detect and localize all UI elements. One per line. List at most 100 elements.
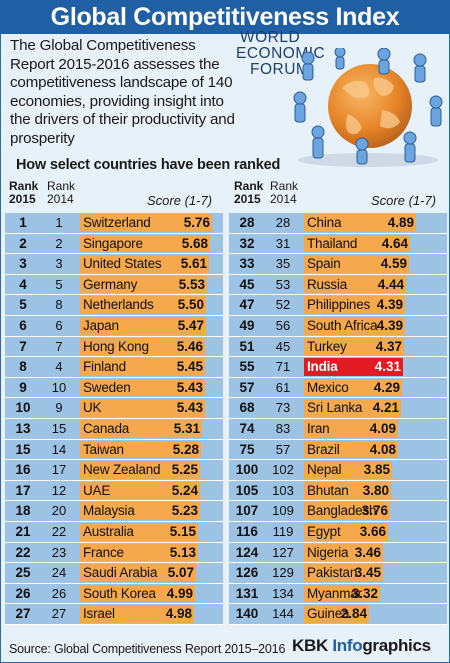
rank-2014-cell: 83 (275, 420, 291, 436)
rank-2014-cell: 7 (55, 338, 63, 354)
rank-2014-cell: 71 (275, 359, 291, 375)
rank-2015-cell: 22 (15, 544, 31, 560)
rank-2014-cell: 127 (272, 544, 294, 560)
table-row: 105 103 Bhutan 3.80 (229, 480, 447, 502)
rank-2014-cell: 1 (55, 215, 63, 230)
country-label: Australia (83, 523, 134, 539)
score-label: 4.89 (387, 215, 414, 230)
score-label: 4.39 (376, 317, 403, 333)
rank-2015-cell: 74 (239, 420, 255, 436)
score-label: 5.23 (171, 503, 198, 519)
header-rank-2014: Rank 2014 (47, 180, 75, 206)
table-row: 26 26 South Korea 4.99 (5, 583, 223, 605)
rank-2014-cell: 73 (275, 400, 291, 416)
country-label: Sri Lanka (307, 400, 363, 416)
header-score-right: Score (1-7) (371, 193, 437, 208)
rank-2014-cell: 57 (275, 441, 291, 457)
table-row: 1 1 Switzerland 5.76 (5, 213, 223, 234)
rank-2014-cell: 103 (272, 482, 294, 498)
source-note: Source: Global Competitiveness Report 20… (9, 642, 286, 656)
rank-2014-cell: 24 (51, 565, 67, 581)
rank-2014-cell: 102 (272, 462, 294, 478)
rank-2014-cell: 35 (275, 256, 291, 272)
rank-2015-cell: 51 (239, 338, 255, 354)
wef-logo: WORLD ECONOMIC FORUM (236, 30, 348, 78)
country-label: Thailand (307, 235, 358, 251)
rank-table-left: 1 1 Switzerland 5.76 2 2 Singapore 5.68 3 3 United… (5, 213, 223, 625)
country-label: Hong Kong (83, 338, 149, 354)
score-label: 5.24 (171, 482, 198, 498)
country-label: South Korea (83, 585, 156, 601)
score-label: 4.29 (373, 379, 400, 395)
table-row: 28 28 China 4.89 (229, 213, 447, 234)
score-bar (80, 255, 209, 273)
table-row: 21 22 Australia 5.15 (5, 521, 223, 543)
table-row: 49 56 South Africa 4.39 (229, 315, 447, 337)
rank-2015-cell: 25 (15, 565, 31, 581)
rank-2015-cell: 1 (19, 215, 27, 230)
score-label: 5.43 (176, 379, 203, 395)
table-row: 100 102 Nepal 3.85 (229, 460, 447, 481)
section-subheading: How select countries have been ranked (16, 157, 281, 173)
rank-2014-cell: 5 (55, 276, 63, 292)
table-row: 17 12 UAE 5.24 (5, 480, 223, 502)
score-bar (304, 440, 398, 459)
score-bar (80, 296, 206, 314)
header-rank-2014-right: Rank 2014 (270, 180, 298, 206)
country-label: UK (83, 400, 102, 416)
rank-2014-cell: 10 (51, 379, 67, 395)
table-row: 126 129 Pakistan 3.45 (229, 563, 447, 584)
country-label: Switzerland (83, 215, 151, 230)
score-bar (80, 214, 212, 232)
country-label: Iran (307, 420, 330, 436)
rank-2015-cell: 21 (15, 523, 31, 539)
country-label: Germany (83, 276, 138, 292)
brand-credit: KBK Infographics (292, 636, 431, 656)
rank-2014-cell: 53 (275, 276, 291, 292)
country-label: Canada (83, 420, 130, 436)
score-label: 5.76 (183, 215, 210, 230)
table-row: 33 35 Spain 4.59 (229, 254, 447, 275)
score-bar (304, 399, 401, 417)
table-row: 25 24 Saudi Arabia 5.07 (5, 563, 223, 584)
country-label: Pakistan (307, 565, 358, 581)
score-bar (80, 419, 202, 438)
score-bar (304, 316, 405, 335)
rank-2015-cell: 27 (15, 606, 31, 622)
score-bar (304, 255, 409, 273)
rank-2015-cell: 3 (19, 256, 27, 272)
table-row: 107 109 Bangladesh 3.76 (229, 501, 447, 522)
country-label: Bhutan (307, 482, 349, 498)
table-row: 131 134 Myanmar 3.32 (229, 583, 447, 605)
rank-2014-cell: 28 (275, 215, 291, 230)
table-row: 6 6 Japan 5.47 (5, 315, 223, 337)
rank-2015-cell: 6 (19, 317, 27, 333)
table-row: 74 83 Iran 4.09 (229, 418, 447, 440)
rank-2015-cell: 49 (239, 317, 255, 333)
score-label: 5.61 (180, 256, 207, 272)
country-label: Nepal (307, 462, 342, 478)
rank-2015-cell: 26 (15, 585, 31, 601)
score-label: 4.21 (372, 400, 399, 416)
table-row: 45 53 Russia 4.44 (229, 274, 447, 296)
score-bar (304, 502, 390, 520)
rank-2014-cell: 12 (51, 482, 67, 498)
table-row: 10 9 UK 5.43 (5, 398, 223, 419)
country-label: Russia (307, 276, 348, 292)
rank-2014-cell: 6 (55, 317, 63, 333)
table-row: 2 2 Singapore 5.68 (5, 233, 223, 255)
score-bar (304, 481, 391, 500)
score-bar (80, 358, 205, 376)
table-row: 140 144 Guinea 2.84 (229, 604, 447, 625)
country-label: Egypt (307, 523, 341, 539)
country-label: India (307, 359, 338, 375)
rank-2015-cell: 100 (235, 462, 259, 478)
rank-2015-cell: 28 (239, 215, 255, 230)
country-label: South Africa (307, 317, 378, 333)
header-rank-label: Rank (234, 179, 264, 193)
score-label: 2.84 (340, 606, 367, 622)
score-label: 5.13 (169, 544, 196, 560)
score-bar (80, 502, 200, 520)
rank-2014-cell: 31 (275, 235, 291, 251)
rank-2014-cell: 14 (51, 441, 67, 457)
